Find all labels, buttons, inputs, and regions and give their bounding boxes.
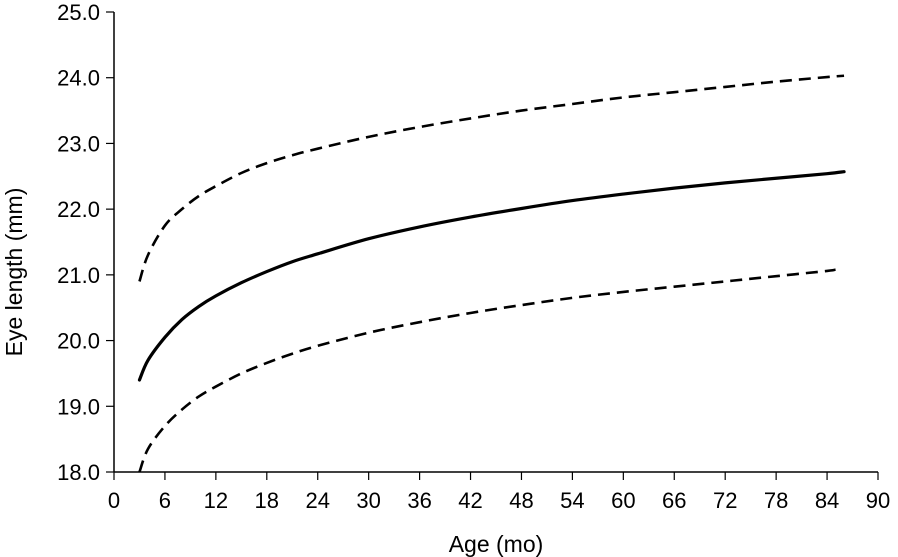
x-axis-ticks: 0 6 12 18 24 30 36 42 48 54 60 66 72 78 84 90	[108, 472, 890, 513]
mean-solid-line	[137, 170, 846, 382]
x-tick-label: 36	[407, 488, 431, 513]
y-tick-label: 18.0	[57, 460, 100, 485]
x-tick-label: 18	[255, 488, 279, 513]
y-axis-title: Eye length (mm)	[1, 188, 27, 357]
x-axis-title: Age (mo)	[449, 531, 544, 557]
upper-dashed-line	[138, 74, 845, 282]
y-tick-label: 22.0	[57, 197, 100, 222]
y-tick-label: 20.0	[57, 329, 100, 354]
x-tick-label: 12	[204, 488, 228, 513]
x-tick-label: 0	[108, 488, 120, 513]
x-tick-label: 84	[815, 488, 839, 513]
x-tick-label: 48	[509, 488, 533, 513]
y-tick-label: 24.0	[57, 66, 100, 91]
x-tick-label: 54	[560, 488, 584, 513]
y-tick-label: 21.0	[57, 263, 100, 288]
x-tick-label: 6	[159, 488, 171, 513]
x-tick-label: 78	[764, 488, 788, 513]
x-tick-label: 72	[713, 488, 737, 513]
x-tick-label: 90	[866, 488, 890, 513]
x-tick-label: 30	[356, 488, 380, 513]
y-axis-ticks: 18.0 19.0 20.0 21.0 22.0 23.0 24.0 25.0	[57, 0, 114, 485]
x-tick-label: 60	[611, 488, 635, 513]
x-tick-label: 42	[458, 488, 482, 513]
series-layer	[137, 74, 846, 473]
x-tick-label: 24	[305, 488, 329, 513]
x-tick-label: 66	[662, 488, 686, 513]
y-tick-label: 25.0	[57, 0, 100, 25]
y-tick-label: 19.0	[57, 394, 100, 419]
y-tick-label: 23.0	[57, 131, 100, 156]
lower-dashed-line	[138, 268, 836, 473]
